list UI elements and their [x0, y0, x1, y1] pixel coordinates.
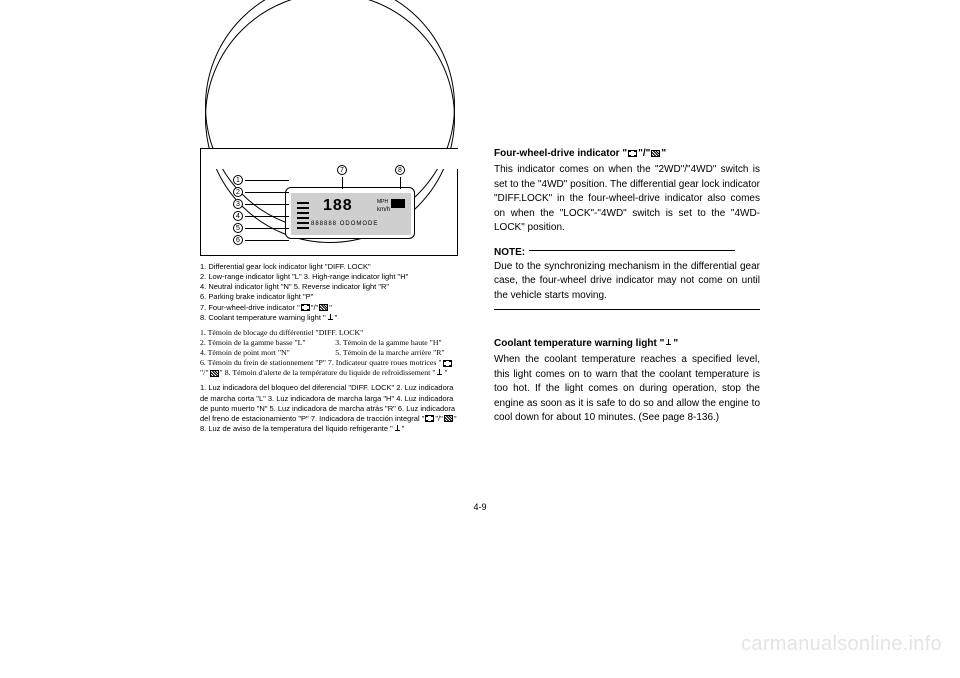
legend-fr-2: 2. Témoin de la gamme basse "L" [200, 338, 335, 348]
legend-en-4-5: 4. Neutral indicator light "N" 5. Revers… [200, 282, 460, 292]
callout-4: 4 [233, 211, 243, 221]
heading-4wd-indicator: Four-wheel-drive indicator " "/" " [494, 148, 760, 159]
leader-7 [342, 177, 343, 189]
para-4wd: This indicator comes on when the "2WD"/"… [494, 163, 760, 236]
manual-page: MPH 188 km/h 888888 ODOMODE 1 2 3 4 5 6 … [0, 0, 960, 678]
leader-5 [245, 228, 289, 229]
temp-icon [436, 369, 443, 377]
left-column: MPH 188 km/h 888888 ODOMODE 1 2 3 4 5 6 … [200, 148, 460, 434]
legend-fr-2-3: 2. Témoin de la gamme basse "L" 3. Témoi… [200, 338, 460, 348]
legend-fr-4: 4. Témoin de point mort "N" [200, 348, 335, 358]
h1-mid: "/" [638, 148, 650, 159]
legend-en-1: 1. Differential gear lock indicator ligh… [200, 262, 460, 272]
legend-en-3: 3. High-range indicator light "H" [304, 272, 409, 281]
temp-icon [394, 425, 401, 433]
legend-fr-6: 6. Témoin du frein de stationnement "P" [200, 358, 326, 367]
4wd-icon [425, 415, 434, 422]
note-rule-top [529, 250, 735, 251]
lcd-odo: 888888 ODOMODE [311, 221, 378, 227]
leader-6 [245, 240, 289, 241]
h2-suffix: " [673, 338, 678, 349]
callout-7: 7 [337, 165, 347, 175]
legend-en-7: 7. Four-wheel-drive indicator ""/"" [200, 303, 460, 313]
leader-3 [245, 204, 289, 205]
4wd-lock-icon [444, 415, 453, 422]
legend-english: 1. Differential gear lock indicator ligh… [200, 262, 460, 323]
note-body: Due to the synchronizing mechanism in th… [494, 260, 760, 304]
legend-en-6: 6. Parking brake indicator light "P" [200, 292, 460, 302]
callout-3: 3 [233, 199, 243, 209]
legend-es-8: 8. Luz de aviso de la temperatura del lí… [200, 424, 404, 433]
legend-en-2-3: 2. Low-range indicator light "L" 3. High… [200, 272, 460, 282]
lcd-indicator-column [297, 199, 309, 229]
legend-en-8: 8. Coolant temperature warning light "" [200, 313, 460, 323]
h2-prefix: Coolant temperature warning light " [494, 338, 664, 349]
watermark-text: carmanualsonline.info [741, 633, 942, 656]
note-label: NOTE: [494, 247, 525, 258]
callout-5: 5 [233, 223, 243, 233]
4wd-lock-icon [210, 370, 219, 377]
lcd-speed: 188 [323, 197, 353, 215]
leader-1 [245, 180, 289, 181]
right-column: Four-wheel-drive indicator " "/" " This in… [494, 148, 760, 434]
leader-4 [245, 216, 289, 217]
temp-icon [665, 339, 672, 347]
legend-en-4: 4. Neutral indicator light "N" [200, 282, 292, 291]
callout-8: 8 [395, 165, 405, 175]
page-number: 4-9 [473, 502, 486, 512]
lcd-4wd-icon [391, 199, 405, 208]
diagram-top-mask [201, 149, 459, 169]
legend-fr-1: 1. Témoin de blocage du différentiel "DI… [200, 328, 363, 337]
4wd-lock-icon [319, 304, 328, 311]
4wd-icon [301, 304, 310, 311]
callout-6: 6 [233, 235, 243, 245]
legend-fr-3: 3. Témoin de la gamme haute "H" [335, 338, 460, 348]
legend-es-1: 1. Luz indicadora del bloqueo del difere… [200, 383, 394, 392]
section-gap [494, 320, 760, 338]
leader-8 [400, 177, 401, 189]
lcd-screen: MPH 188 km/h 888888 ODOMODE [291, 193, 411, 235]
legend-fr-8: 8. Témoin d'alerte de la température du … [225, 368, 448, 377]
legend-fr-5: 5. Témoin de la marche arrière "R" [335, 348, 460, 358]
4wd-icon [628, 150, 637, 157]
temp-icon [327, 314, 334, 322]
legend-spanish: 1. Luz indicadora del bloqueo del difere… [200, 383, 460, 434]
legend-es-3: 3. Luz indicadora de marcha larga "H" [268, 394, 394, 403]
para-coolant: When the coolant temperature reaches a s… [494, 353, 760, 426]
leader-2 [245, 192, 289, 193]
legend-en-5: 5. Reverse indicator light "R" [294, 282, 389, 291]
instrument-diagram: MPH 188 km/h 888888 ODOMODE 1 2 3 4 5 6 … [200, 148, 458, 256]
lcd-display: MPH 188 km/h 888888 ODOMODE [285, 187, 415, 239]
legend-es-5: 5. Luz indicadora de marcha atrás "R" [270, 404, 396, 413]
4wd-icon [443, 360, 452, 367]
content-columns: MPH 188 km/h 888888 ODOMODE 1 2 3 4 5 6 … [200, 148, 760, 434]
heading-coolant: Coolant temperature warning light " " [494, 338, 760, 349]
callout-2: 2 [233, 187, 243, 197]
callout-1: 1 [233, 175, 243, 185]
4wd-lock-icon [651, 150, 660, 157]
note-line: NOTE: [494, 242, 760, 260]
lcd-unit: km/h [377, 207, 390, 213]
legend-es-7: 7. Indicadora de tracción integral ""/"" [311, 414, 457, 423]
h1-suffix: " [661, 148, 666, 159]
h1-prefix: Four-wheel-drive indicator " [494, 148, 627, 159]
legend-french: 1. Témoin de blocage du différentiel "DI… [200, 328, 460, 379]
lcd-mph-label: MPH [377, 199, 388, 205]
legend-en-2: 2. Low-range indicator light "L" [200, 272, 302, 281]
note-rule-bottom [494, 309, 760, 310]
legend-fr-4-5: 4. Témoin de point mort "N" 5. Témoin de… [200, 348, 460, 358]
